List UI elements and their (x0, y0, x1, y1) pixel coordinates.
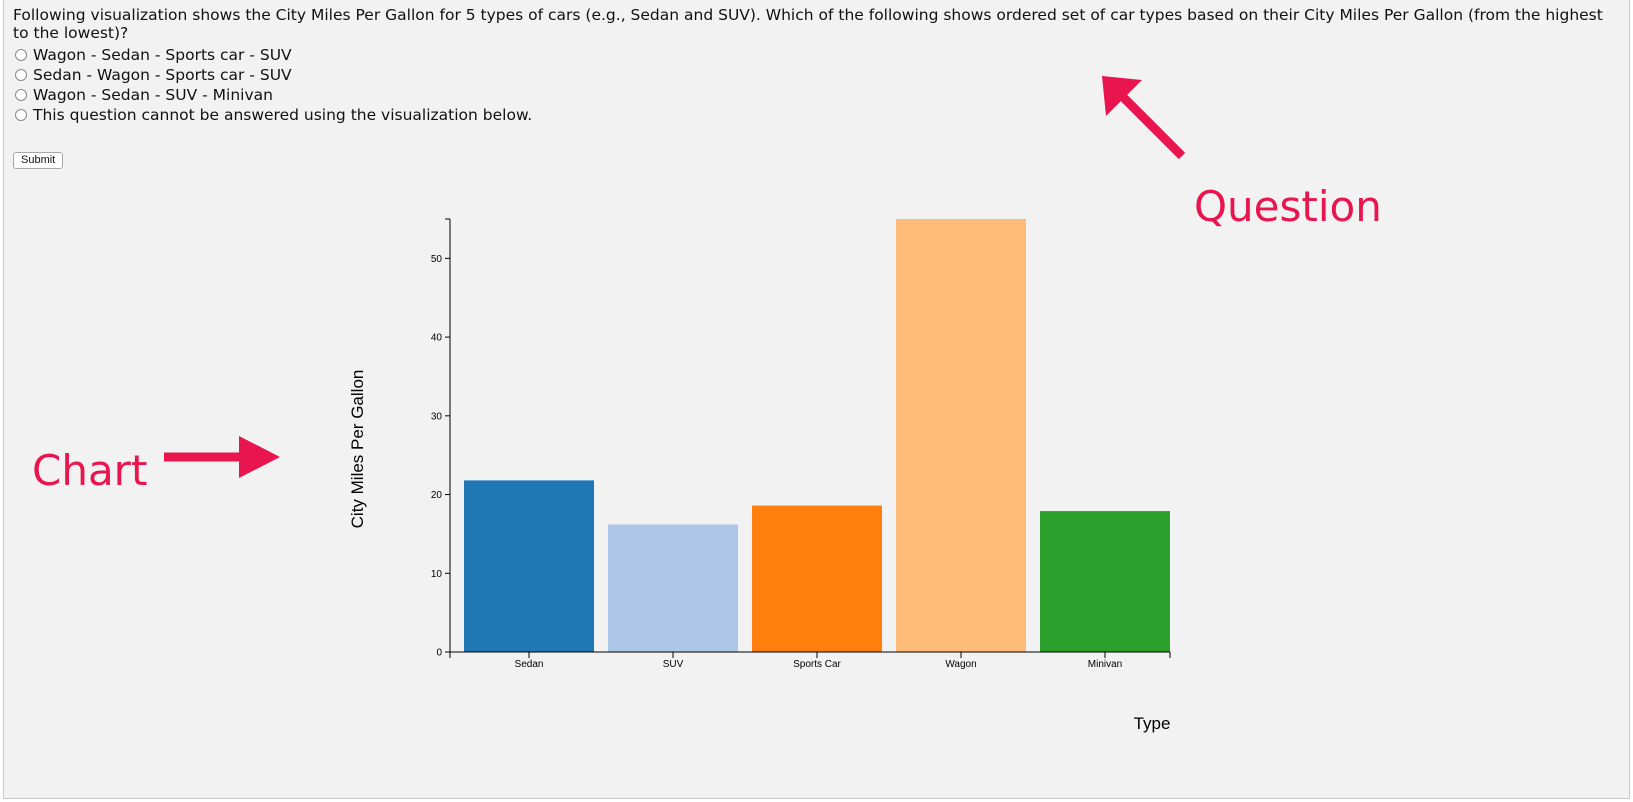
chart-arrow-icon (164, 436, 280, 478)
x-axis-ticks: Sedan SUV Sports Car Wagon Minivan (449, 652, 1171, 670)
answer-option-1[interactable]: Wagon - Sedan - Sports car - SUV (13, 45, 292, 65)
radio-button[interactable] (15, 89, 27, 101)
x-tick-label: Wagon (945, 659, 976, 670)
y-tick-label: 10 (431, 569, 443, 580)
question-text: Following visualization shows the City M… (13, 6, 1603, 42)
answer-option-4[interactable]: This question cannot be answered using t… (13, 105, 532, 125)
x-tick-label: Sports Car (793, 659, 841, 670)
y-tick-label: 0 (436, 648, 442, 659)
bar-wagon (896, 219, 1026, 652)
bar-suv (608, 524, 738, 652)
answer-option-label: This question cannot be answered using t… (33, 106, 533, 124)
y-tick-label: 30 (431, 411, 443, 422)
y-axis-ticks: 0 10 20 30 40 50 (431, 218, 450, 659)
x-tick-label: Sedan (515, 659, 544, 670)
radio-button[interactable] (15, 49, 27, 61)
answer-option-label: Sedan - Wagon - Sports car - SUV (33, 66, 292, 84)
answer-option-label: Wagon - Sedan - Sports car - SUV (33, 46, 292, 64)
page-container: Following visualization shows the City M… (3, 0, 1630, 799)
radio-button[interactable] (15, 109, 27, 121)
bar-chart: 0 10 20 30 40 50 Sedan SUV Sports Car Wagon Miniv… (348, 218, 1171, 733)
bars-layer (464, 219, 1170, 652)
x-tick-label: Minivan (1088, 659, 1122, 670)
x-axis-label: Type (1134, 714, 1171, 733)
bar-sedan (464, 480, 594, 652)
bar-minivan (1040, 511, 1170, 652)
chart-annotation-label: Chart (32, 446, 148, 495)
y-tick-label: 20 (431, 490, 443, 501)
y-tick-label: 50 (431, 254, 443, 265)
y-tick-label: 40 (431, 333, 443, 344)
question-annotation-label: Question (1194, 182, 1382, 231)
answer-option-3[interactable]: Wagon - Sedan - SUV - Minivan (13, 85, 273, 105)
y-axis-label: City Miles Per Gallon (348, 370, 367, 529)
answer-option-2[interactable]: Sedan - Wagon - Sports car - SUV (13, 65, 292, 85)
radio-button[interactable] (15, 69, 27, 81)
question-arrow-icon (1102, 76, 1186, 160)
x-tick-label: SUV (663, 659, 684, 670)
answer-option-label: Wagon - Sedan - SUV - Minivan (33, 86, 273, 104)
bar-sports-car (752, 505, 882, 652)
submit-button[interactable]: Submit (13, 152, 64, 169)
